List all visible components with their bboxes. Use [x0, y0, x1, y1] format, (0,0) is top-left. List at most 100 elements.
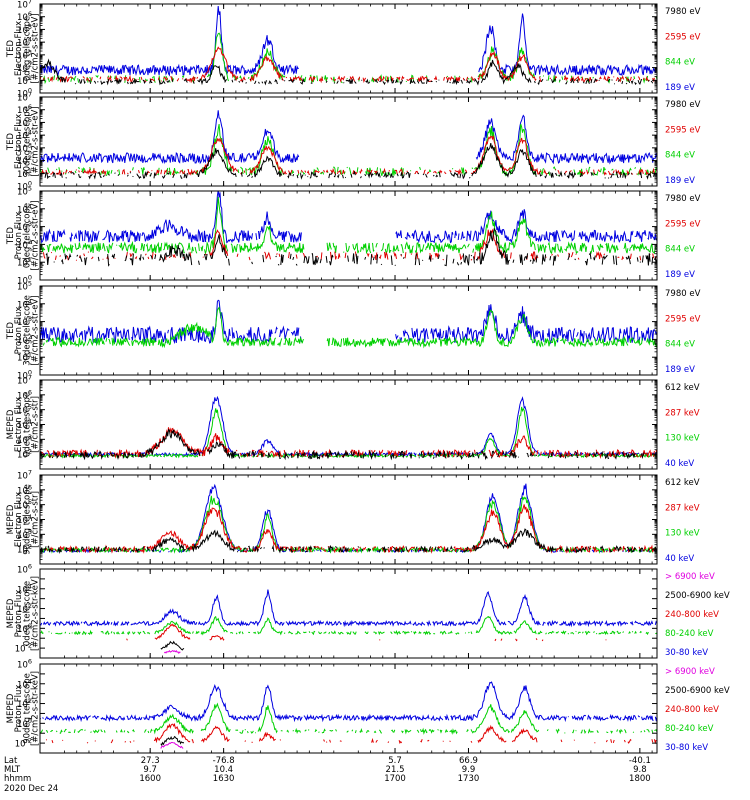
legend-entry: 7980 eV	[665, 289, 701, 299]
series-line-189-ev	[40, 110, 657, 165]
series-line-612-kev	[40, 528, 657, 555]
x-tick-label: 10.4	[214, 765, 233, 775]
x-tick-label: 5.7	[388, 756, 402, 766]
legend-entry: 189 eV	[665, 365, 695, 375]
y-tick-label: 101	[17, 351, 32, 364]
series-line-80-240-kev	[40, 615, 657, 636]
y-tick-label: 104	[17, 36, 32, 49]
legend-entry: 2595 eV	[665, 125, 701, 135]
y-tick-label: 105	[17, 403, 32, 416]
panel-data	[40, 110, 657, 180]
legend-entry: 80-240 keV	[665, 724, 714, 734]
y-axis-label: 30deg telescope	[22, 106, 32, 177]
x-tick-label: 21.5	[386, 765, 405, 775]
y-axis-label: TED	[6, 226, 16, 245]
y-tick-label: 104	[17, 418, 32, 431]
legend-entry: 2595 eV	[665, 32, 701, 42]
y-tick-label: 106	[17, 483, 32, 496]
y-tick-label: 107	[17, 91, 32, 104]
y-axis-label: 0deg telescope	[22, 16, 32, 81]
y-axis-label: Proton Flux	[14, 307, 24, 355]
x-axis-row-label: MLT	[4, 765, 21, 775]
y-tick-label: 105	[17, 498, 32, 511]
y-tick-label: 104	[17, 513, 32, 526]
legend-entry: 30-80 keV	[665, 743, 708, 753]
y-axis-label: MEPED	[6, 693, 16, 723]
y-tick-label: 102	[17, 61, 32, 74]
y-axis-label: Electron Flux	[14, 397, 24, 452]
series-line-189-ev	[40, 6, 657, 77]
y-axis-label: Electron Flux	[14, 21, 24, 76]
x-axis-row-label: Lat	[4, 756, 18, 766]
series-line-130-kev	[40, 406, 657, 459]
x-tick-label: 1700	[384, 774, 406, 784]
y-tick-label: 103	[17, 528, 32, 541]
y-tick-label: 103	[17, 433, 32, 446]
panel-frame	[39, 190, 658, 281]
legend-entry: 7980 eV	[665, 194, 701, 204]
legend-entry: 287 keV	[665, 503, 700, 513]
legend-entry: 80-240 keV	[665, 629, 714, 639]
legend-entry: 130 keV	[665, 529, 700, 539]
panel-data	[40, 681, 657, 748]
series-line-287-kev	[43, 504, 657, 554]
series-line-844-ev	[40, 123, 657, 177]
y-tick-label: 100	[17, 87, 32, 100]
y-axis-label: TED	[6, 39, 16, 58]
series-line--6900-kev	[161, 742, 574, 748]
legend-entry: 844 eV	[665, 340, 695, 350]
y-tick-label: 106	[17, 658, 32, 671]
legend-entry: 240-800 keV	[665, 705, 719, 715]
x-tick-label: 27.3	[141, 756, 160, 766]
y-axis-label: [#/cm2-s-str]	[31, 396, 41, 453]
legend-entry: 612 keV	[665, 383, 700, 393]
y-tick-label: 102	[17, 154, 32, 167]
legend-entry: 189 eV	[665, 176, 695, 186]
y-tick-label: 104	[17, 129, 32, 142]
series-line-844-ev	[42, 32, 657, 85]
y-axis-label: 90deg telescope	[22, 484, 32, 555]
legend-entry: 189 eV	[665, 270, 695, 280]
y-tick-label: 101	[17, 167, 32, 180]
y-axis-label: 0deg telescope	[22, 392, 32, 457]
y-tick-label: 101	[17, 74, 32, 87]
y-axis-label: 0deg telescope	[22, 581, 32, 646]
y-axis-label: MEPED	[6, 409, 16, 439]
y-tick-label: 10-2	[15, 737, 32, 750]
y-tick-label: 100	[17, 622, 32, 635]
series-line-2500-6900-kev	[161, 642, 618, 650]
legend-entry: 40 keV	[665, 554, 694, 564]
panel-data	[40, 483, 657, 555]
x-tick-label: -76.8	[213, 756, 235, 766]
y-tick-label: 102	[17, 602, 32, 615]
y-tick-label: 106	[17, 563, 32, 576]
y-axis-label: MEPED	[6, 504, 16, 534]
y-tick-label: 103	[17, 141, 32, 154]
x-tick-label: 66.9	[459, 756, 478, 766]
y-tick-label: 10-2	[15, 642, 32, 655]
series-line-40-kev	[40, 483, 657, 554]
y-axis-label: Electron Flux	[14, 114, 24, 169]
y-tick-label: 106	[17, 388, 32, 401]
y-axis-label: [#/cm2-s-str-keV]	[31, 671, 41, 746]
series-line-40-kev	[41, 395, 657, 458]
panel-data	[40, 191, 657, 267]
y-axis-label: [#/cm2-s-str-eV]	[31, 106, 41, 176]
y-tick-label: 107	[17, 469, 32, 482]
y-tick-label: 102	[17, 238, 32, 251]
y-tick-label: 100	[17, 180, 32, 193]
legend-entry: 240-800 keV	[665, 610, 719, 620]
x-axis-row-label: 2020 Dec 24	[4, 784, 58, 794]
y-tick-label: 100	[17, 369, 32, 382]
y-tick-label: 105	[17, 23, 32, 36]
legend-entry: 287 keV	[665, 408, 700, 418]
series-line-287-kev	[40, 427, 657, 460]
legend-entry: 612 keV	[665, 478, 700, 488]
legend-entry: 844 eV	[665, 151, 695, 161]
y-axis-label: Proton Flux	[14, 590, 24, 638]
